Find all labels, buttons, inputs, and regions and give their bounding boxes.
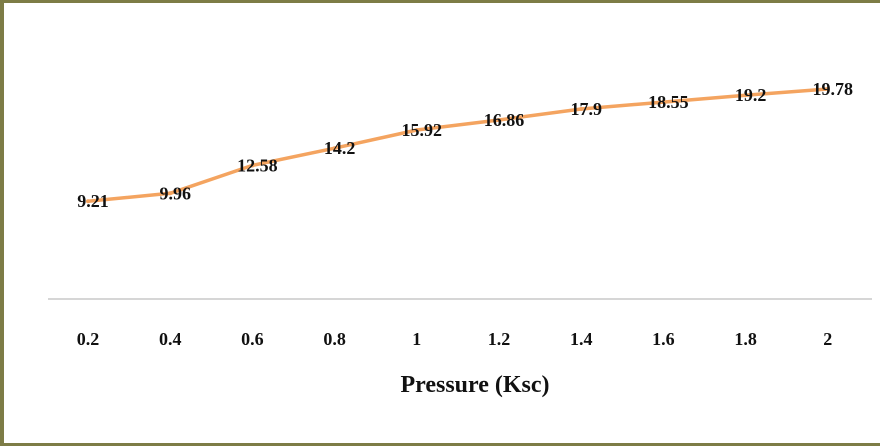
data-label: 15.92 <box>402 120 443 140</box>
x-tick-label: 0.4 <box>159 329 182 349</box>
data-point <box>414 127 419 132</box>
data-labels: 9.21 9.96 12.58 14.2 15.92 16.86 17.9 18.55 19.2… <box>77 79 853 211</box>
data-point <box>743 93 748 98</box>
x-tick-labels: 0.2 0.4 0.6 0.8 1 1.2 1.4 1.6 1.8 2 <box>77 329 833 349</box>
data-point <box>250 163 255 168</box>
x-tick-label: 1.8 <box>734 329 757 349</box>
data-label: 9.96 <box>159 183 191 203</box>
data-point <box>579 106 584 111</box>
data-label: 14.2 <box>324 138 356 158</box>
data-point <box>661 100 666 105</box>
data-point <box>332 146 337 151</box>
data-label: 12.58 <box>237 155 278 175</box>
series-group <box>86 87 830 204</box>
data-point <box>825 87 830 91</box>
data-label: 18.55 <box>648 92 689 112</box>
x-tick-label: 1.4 <box>570 329 593 349</box>
data-label: 19.2 <box>735 85 767 105</box>
x-tick-label: 1.2 <box>488 329 511 349</box>
x-axis-title: Pressure (Ksc) <box>400 372 549 398</box>
x-tick-label: 1.6 <box>652 329 675 349</box>
data-label: 9.21 <box>77 191 109 211</box>
data-point <box>497 118 501 123</box>
data-label: 19.78 <box>813 79 854 99</box>
data-point <box>168 191 173 196</box>
data-label: 16.86 <box>484 110 525 130</box>
data-label: 17.9 <box>570 99 602 119</box>
x-tick-label: 0.8 <box>323 329 346 349</box>
x-tick-label: 0.6 <box>241 329 264 349</box>
series-line <box>86 87 830 203</box>
x-tick-label: 0.2 <box>77 329 100 349</box>
x-tick-label: 2 <box>823 329 832 349</box>
x-tick-label: 1 <box>412 329 421 349</box>
data-point <box>86 199 90 204</box>
